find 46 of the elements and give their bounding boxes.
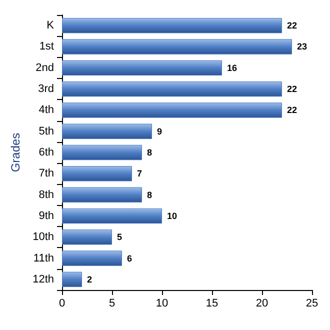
data-label: 2 (87, 274, 92, 284)
y-tick-label: 3rd (38, 83, 54, 96)
y-axis-title: Grades (8, 132, 23, 172)
data-label: 22 (287, 84, 298, 94)
x-tick-label: 5 (108, 298, 116, 310)
data-label: 22 (287, 105, 298, 116)
bar (62, 18, 282, 34)
data-label: 16 (227, 62, 238, 73)
bar (62, 39, 292, 54)
x-tick-label: 0 (58, 298, 66, 310)
bar (62, 81, 282, 97)
y-tick-label: 7th (38, 168, 54, 180)
y-tick-label: 1st (39, 40, 54, 53)
data-label: 8 (147, 190, 152, 200)
x-tick-label: 10 (156, 298, 168, 310)
bar (62, 60, 222, 76)
bar (62, 124, 152, 139)
bar (62, 166, 132, 182)
data-label: 9 (157, 126, 162, 136)
y-tick-label: 12th (32, 273, 54, 286)
y-tick-label: 5th (38, 125, 54, 138)
data-label: 7 (137, 168, 142, 179)
x-tick-label: 15 (206, 298, 218, 310)
bar (62, 208, 162, 224)
bar (62, 272, 82, 288)
x-tick-label: 20 (256, 298, 268, 310)
data-label: 5 (117, 232, 122, 242)
bar (62, 144, 142, 160)
data-label: 6 (127, 253, 132, 264)
y-tick-label: 8th (38, 188, 54, 201)
data-label: 8 (147, 148, 152, 158)
data-label: 23 (297, 42, 308, 52)
bar (62, 250, 122, 266)
data-label: 22 (287, 20, 298, 31)
y-tick-label: 4th (38, 104, 54, 116)
x-tick-label: 25 (306, 298, 318, 310)
bar (62, 187, 142, 202)
y-tick-label: 2nd (36, 62, 54, 74)
y-tick-label: 11th (33, 252, 54, 264)
y-tick-label: K (46, 20, 55, 32)
y-tick-label: 6th (38, 146, 54, 158)
bar (62, 230, 112, 245)
y-tick-label: 9th (38, 210, 54, 222)
y-tick-label: 10th (32, 231, 54, 244)
data-label: 10 (167, 210, 178, 221)
bar (62, 102, 282, 118)
